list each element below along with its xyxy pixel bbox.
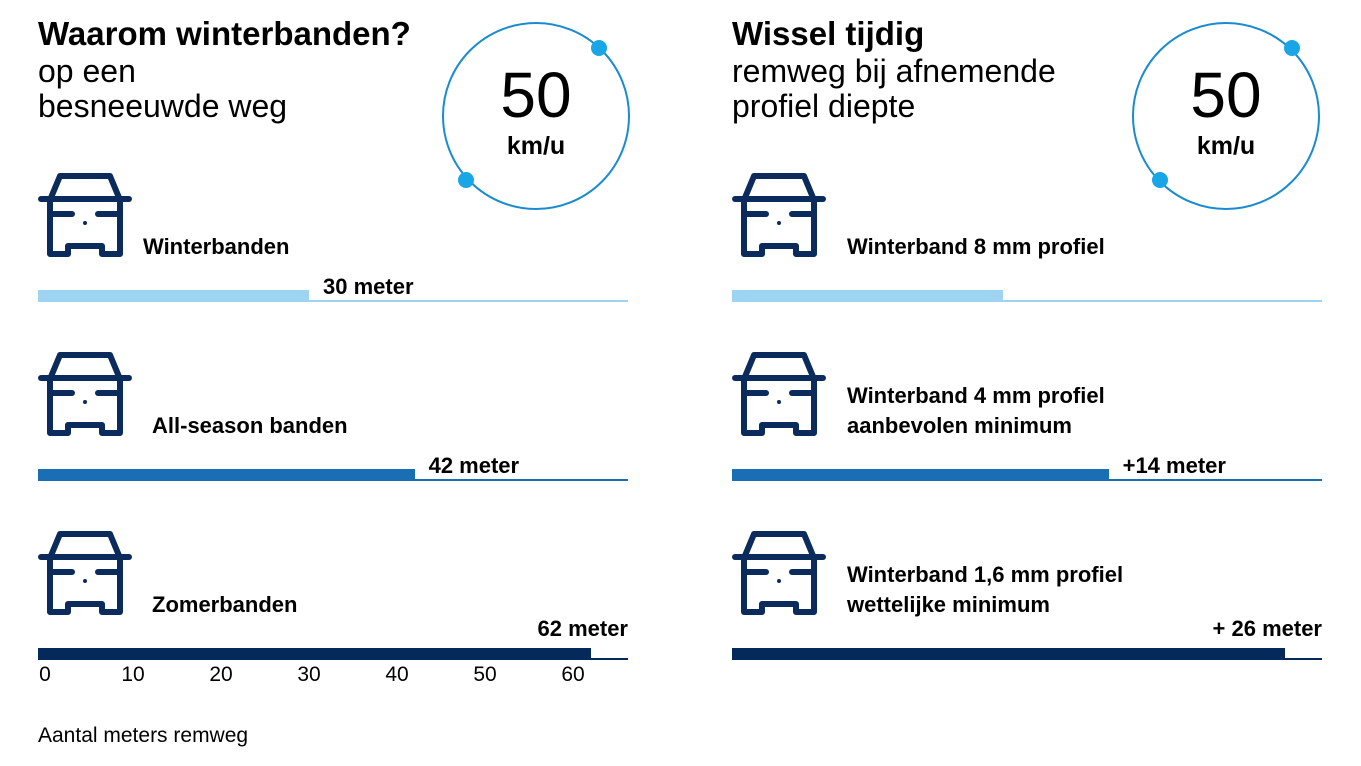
subtitle-line: besneeuwde weg (38, 88, 288, 124)
x-axis-label: Aantal meters remweg (38, 724, 249, 747)
speed-value: 50 (500, 59, 572, 131)
speed-unit: km/u (506, 132, 566, 160)
bar-track (732, 658, 1322, 660)
bar-track (38, 300, 628, 302)
chart-subtitle: remweg bij afnemende profiel diepte (732, 54, 1056, 124)
bar-track (732, 479, 1322, 481)
car-front-icon (732, 528, 826, 618)
car-front-icon (38, 349, 132, 439)
bar-category-label: Winterband 1,6 mm profiel wettelijke min… (847, 560, 1123, 620)
chart-title: Wissel tijdig (732, 15, 925, 52)
subtitle-line: op een (38, 53, 136, 89)
panel-tread-depth: Wissel tijdig remweg bij afnemende profi… (732, 0, 1361, 766)
x-tick-label: 20 (209, 663, 233, 686)
bar-row: Winterband 8 mm profiel (732, 170, 1322, 320)
bar-row: Winterbanden 30 meter (38, 170, 628, 320)
x-tick-label: 40 (385, 663, 409, 686)
bar-row: Zomerbanden 62 meter (38, 528, 628, 678)
bar-category-label-line: aanbevolen minimum (847, 413, 1072, 438)
subtitle-line: remweg bij afnemende (732, 53, 1056, 89)
bar (38, 469, 415, 480)
bar (732, 648, 1285, 659)
chart-title: Waarom winterbanden? (38, 15, 411, 52)
speed-ring-icon (442, 22, 630, 210)
bar-value-label: 42 meter (428, 453, 520, 478)
x-tick-label: 50 (473, 663, 497, 686)
car-front-icon (38, 528, 132, 618)
bar (38, 648, 591, 659)
car-front-icon (732, 170, 826, 260)
x-tick-label: 30 (297, 663, 321, 686)
car-front-icon (38, 170, 132, 260)
bar-track (732, 300, 1322, 302)
bar-track (38, 658, 628, 660)
x-tick-label: 60 (561, 663, 585, 686)
bar-category-label: Zomerbanden (152, 592, 298, 617)
bar-value-label: 62 meter (537, 616, 628, 641)
x-tick-label: 0 (39, 663, 51, 686)
bar-row: Winterband 4 mm profiel aanbevolen minim… (732, 349, 1322, 499)
chart-subtitle: op een besneeuwde weg (38, 54, 287, 124)
panel-winter-vs-others: Waarom winterbanden? op een besneeuwde w… (38, 0, 678, 766)
speed-badge: 50 km/u (1126, 22, 1326, 222)
bar (732, 290, 1003, 301)
bar-value-label: +14 meter (1122, 453, 1226, 478)
bar-row: Winterband 1,6 mm profiel wettelijke min… (732, 528, 1322, 678)
bar (732, 469, 1109, 480)
speed-ring-icon (1132, 22, 1320, 210)
x-axis: 0 10 20 30 40 50 60 (38, 660, 628, 690)
bar-category-label: All-season banden (152, 413, 348, 438)
bar-category-label-line: Winterband 8 mm profiel (847, 234, 1105, 259)
speed-badge: 50 km/u (436, 22, 636, 222)
bar-category-label: Winterband 8 mm profiel (847, 232, 1105, 262)
bar-row: All-season banden 42 meter (38, 349, 628, 499)
bar-category-label-line: Winterband 1,6 mm profiel (847, 562, 1124, 587)
bar-category-label: Winterbanden (143, 234, 290, 259)
bar-value-label: 30 meter (323, 274, 414, 299)
speed-value: 50 (1190, 59, 1262, 131)
bar-track (38, 479, 628, 481)
subtitle-line: profiel diepte (732, 88, 916, 124)
car-front-icon (732, 349, 826, 439)
bar-category-label-line: wettelijke minimum (847, 592, 1050, 617)
bar-category-label: Winterband 4 mm profiel aanbevolen minim… (847, 381, 1105, 441)
bar-value-label: + 26 meter (1212, 616, 1322, 641)
x-tick-label: 10 (121, 663, 145, 686)
speed-unit: km/u (1196, 132, 1256, 160)
bar (38, 290, 309, 301)
bar-category-label-line: Winterband 4 mm profiel (847, 383, 1105, 408)
